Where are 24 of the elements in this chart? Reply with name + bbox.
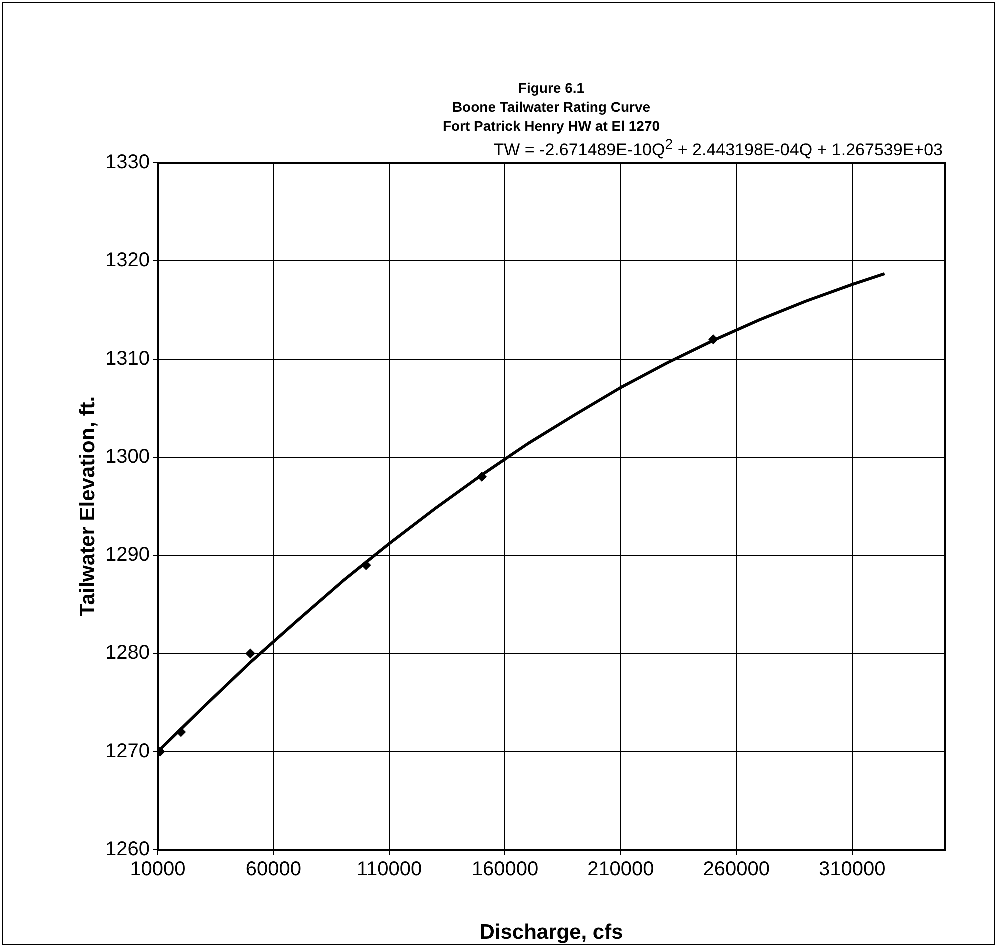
y-axis-title: Tailwater Elevation, ft. [76, 396, 100, 617]
x-tick-label: 60000 [246, 858, 302, 881]
y-tick-label: 1310 [106, 348, 150, 370]
text: TW = -2.671489E-10Q$^{2}$ + 2.443198E-04Q + 1.267539E+03 [494, 136, 943, 160]
chart-subtitle: Boone Tailwater Rating Curve Fort Patrick Henry HW at El 1270 [442, 98, 662, 136]
x-tick-label: 110000 [356, 858, 422, 881]
x-tick-label: 160000 [472, 858, 539, 881]
x-tick-label: 210000 [588, 858, 654, 881]
x-tick-label: 310000 [819, 858, 886, 881]
y-tick-label: 1270 [106, 740, 150, 762]
y-tick-label: 1260 [106, 838, 150, 861]
y-tick-label: 1300 [106, 446, 150, 468]
chart-title: Figure 6.1 [517, 80, 586, 96]
y-tick-label: 1320 [106, 250, 150, 272]
point [708, 334, 719, 345]
x-tick-label: 260000 [703, 858, 770, 881]
y-tick-label: 1330 [106, 152, 150, 174]
y-tick-label: 1290 [106, 544, 150, 566]
point [477, 472, 488, 482]
point [176, 727, 186, 738]
x-axis-title: Discharge, cfs [480, 921, 624, 944]
y-tick-label: 1280 [106, 642, 150, 664]
x-tick-label: 10000 [130, 858, 186, 881]
point [246, 648, 256, 659]
